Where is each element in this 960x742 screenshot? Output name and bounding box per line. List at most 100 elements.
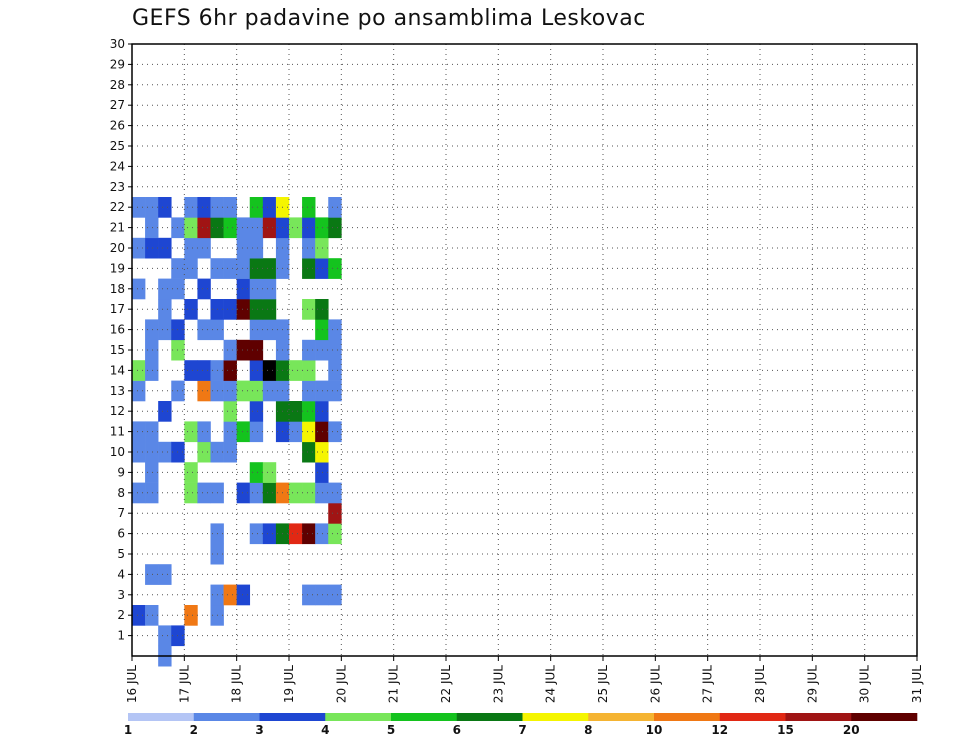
heatmap-cell — [262, 217, 277, 239]
y-tick-label: 14 — [110, 363, 125, 377]
colorbar-swatch — [128, 713, 195, 721]
heatmap-cell — [289, 482, 303, 504]
x-tick-label: 30 JUL — [858, 665, 872, 703]
heatmap-cell — [184, 197, 198, 218]
heatmap-cell — [145, 339, 159, 361]
heatmap-cell — [184, 482, 198, 504]
heatmap-cell — [315, 421, 329, 443]
heatmap-cell — [236, 258, 251, 279]
heatmap-cell — [223, 258, 237, 279]
y-tick-label: 24 — [110, 159, 125, 173]
heatmap-cell — [132, 360, 146, 381]
y-tick-label: 21 — [110, 221, 125, 235]
colorbar-swatch — [851, 713, 918, 721]
heatmap-cell — [249, 258, 264, 279]
heatmap-cell — [302, 217, 316, 239]
heatmap-cell — [223, 584, 237, 606]
heatmap-cell — [315, 441, 329, 463]
y-tick-label: 26 — [110, 119, 125, 133]
heatmap-cell — [328, 503, 342, 524]
heatmap-cell — [262, 299, 277, 320]
heatmap-cell — [223, 299, 237, 320]
heatmap-cell — [262, 462, 277, 483]
y-tick-label: 11 — [110, 425, 125, 439]
heatmap-cell — [184, 605, 198, 626]
x-axis: 16 JUL 17 JUL 18 JUL 19 JUL 20 JUL 21 JUL 22 J… — [125, 656, 924, 703]
heatmap-cell — [249, 482, 264, 504]
y-tick-label: 6 — [117, 527, 125, 541]
heatmap-cell — [249, 319, 264, 341]
y-tick-label: 2 — [117, 608, 125, 622]
heatmap-cell — [223, 380, 237, 402]
y-tick-label: 17 — [110, 302, 125, 316]
heatmap-cell — [223, 197, 237, 218]
heatmap-cell — [132, 278, 146, 300]
heatmap-cell — [289, 523, 303, 545]
heatmap-cell — [197, 197, 211, 218]
colorbar-label: 15 — [777, 723, 794, 737]
heatmap-cell — [249, 278, 264, 300]
x-tick-label: 28 JUL — [753, 665, 767, 703]
heatmap-cell — [249, 401, 264, 422]
colorbar-swatch — [391, 713, 458, 721]
heatmap-cell — [197, 441, 211, 463]
heatmap-cell — [315, 462, 329, 483]
colorbar-swatch — [325, 713, 392, 721]
y-tick-label: 28 — [110, 78, 125, 92]
heatmap-cell — [302, 523, 316, 545]
heatmap-cell — [328, 482, 342, 504]
colorbar-label: 20 — [843, 723, 860, 737]
heatmap-cell — [249, 380, 264, 402]
chart-title: GEFS 6hr padavine po ansamblima Leskovac — [132, 6, 646, 31]
heatmap-cell — [289, 421, 303, 443]
heatmap-cell — [132, 482, 146, 504]
heatmap-cell — [197, 360, 211, 381]
y-tick-label: 29 — [110, 57, 125, 71]
heatmap-cell — [249, 339, 264, 361]
heatmap-cell — [289, 360, 303, 381]
heatmap-cell — [132, 605, 146, 626]
heatmap-cell — [315, 401, 329, 422]
heatmap-cell — [236, 278, 251, 300]
y-tick-label: 25 — [110, 139, 125, 153]
heatmap-cell — [236, 339, 251, 361]
grid-layer — [132, 43, 917, 656]
colorbar-label: 1 — [124, 723, 132, 737]
y-tick-label: 9 — [117, 465, 125, 479]
heatmap-cell — [289, 217, 303, 239]
heatmap-cell — [315, 237, 329, 259]
colorbar-label: 10 — [646, 723, 663, 737]
y-tick-label: 7 — [117, 506, 125, 520]
colorbar-label: 12 — [711, 723, 728, 737]
x-tick-label: 17 JUL — [177, 665, 191, 703]
y-tick-label: 18 — [110, 282, 125, 296]
colorbar-swatch — [522, 713, 589, 721]
heatmap-cell — [158, 564, 172, 585]
y-tick-label: 15 — [110, 343, 125, 357]
y-tick-label: 16 — [110, 323, 125, 337]
heatmap-cell — [223, 217, 237, 239]
y-tick-label: 3 — [117, 588, 125, 602]
heatmap-cell — [328, 421, 342, 443]
heatmap-cell — [158, 401, 172, 422]
heatmap-cell — [236, 584, 251, 606]
heatmap-cell — [197, 217, 211, 239]
heatmap-cell — [302, 197, 316, 218]
heatmap-cell — [315, 339, 329, 361]
cells-layer — [132, 197, 342, 667]
x-tick-label: 25 JUL — [596, 665, 610, 703]
heatmap-cell — [328, 258, 342, 279]
heatmap-cell — [328, 197, 342, 218]
heatmap-cell — [145, 217, 159, 239]
heatmap-cell — [328, 217, 342, 239]
heatmap-cell — [145, 482, 159, 504]
heatmap-cell — [315, 584, 329, 606]
heatmap-cell — [262, 380, 277, 402]
heatmap-cell — [289, 401, 303, 422]
heatmap-cell — [236, 482, 251, 504]
heatmap-cell — [302, 401, 316, 422]
heatmap-cell — [302, 584, 316, 606]
x-tick-label: 27 JUL — [701, 665, 715, 703]
x-tick-label: 26 JUL — [648, 665, 662, 703]
y-tick-label: 8 — [117, 486, 125, 500]
